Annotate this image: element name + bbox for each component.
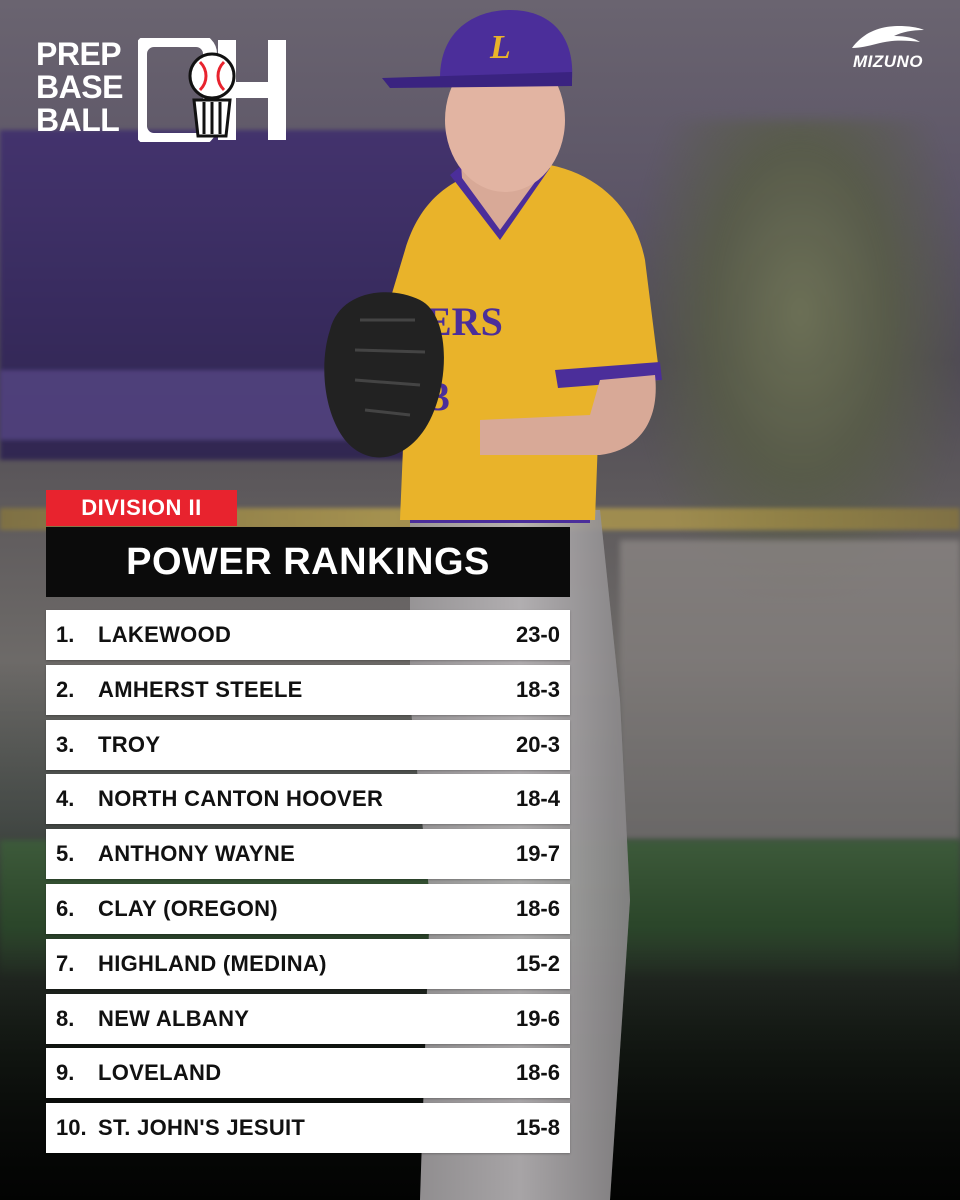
team-record: 23-0 xyxy=(515,622,560,647)
logo-word-ball: BALL xyxy=(36,102,120,138)
ranking-row: 5. ANTHONY WAYNE 19-7 xyxy=(46,829,570,880)
sponsor-logo: MIZUNO xyxy=(836,22,940,72)
ranking-row: 4. NORTH CANTON HOOVER 18-4 xyxy=(46,774,570,825)
rank-number: 4. xyxy=(56,786,75,812)
team-name: LOVELAND xyxy=(98,1060,222,1086)
logo-wordmark: PREP BASE BALL xyxy=(36,38,123,137)
page-title: POWER RANKINGS xyxy=(46,527,570,597)
rank-number: 6. xyxy=(56,895,75,921)
team-record: 15-8 xyxy=(515,1115,560,1141)
team-record: 18-6 xyxy=(515,1060,560,1086)
building-backdrop xyxy=(620,540,960,840)
ranking-row: 8. NEW ALBANY 19-6 xyxy=(46,993,570,1044)
rank-number: 5. xyxy=(56,841,75,867)
ranking-row: 6. CLAY (OREGON) 18-6 xyxy=(46,883,570,934)
rank-number: 1. xyxy=(56,622,75,647)
svg-text:L: L xyxy=(489,29,511,66)
team-record: 15-2 xyxy=(515,950,560,976)
ranking-row: 2. AMHERST STEELE 18-3 xyxy=(46,664,570,715)
baseball-icon xyxy=(188,52,236,138)
team-name: TROY xyxy=(98,731,161,757)
team-record: 18-6 xyxy=(515,895,560,921)
team-name: NEW ALBANY xyxy=(98,1005,250,1031)
ranking-row: 3. TROY 20-3 xyxy=(46,719,570,770)
team-name: LAKEWOOD xyxy=(98,622,232,647)
team-name: ST. JOHN'S JESUIT xyxy=(98,1115,306,1141)
prep-baseball-logo: PREP BASE BALL OH xyxy=(36,38,296,142)
rankings-list: 1. LAKEWOOD 23-0 2. AMHERST STEELE 18-3 … xyxy=(46,610,570,1158)
team-record: 19-7 xyxy=(515,841,560,867)
sponsor-name: MIZUNO xyxy=(852,52,924,71)
ranking-row: 7. HIGHLAND (MEDINA) 15-2 xyxy=(46,938,570,989)
rank-number: 7. xyxy=(56,950,75,976)
runbird-icon xyxy=(852,26,924,48)
logo-word-prep: PREP xyxy=(36,36,122,72)
team-name: HIGHLAND (MEDINA) xyxy=(98,950,327,976)
team-name: AMHERST STEELE xyxy=(98,676,303,702)
rank-number: 8. xyxy=(56,1005,75,1031)
rank-number: 2. xyxy=(56,676,75,702)
rank-number: 9. xyxy=(56,1060,75,1086)
team-record: 19-6 xyxy=(515,1005,560,1031)
team-name: NORTH CANTON HOOVER xyxy=(98,786,384,812)
team-name: CLAY (OREGON) xyxy=(98,895,278,921)
ranking-row: 1. LAKEWOOD 23-0 xyxy=(46,610,570,660)
ranking-row: 10. ST. JOHN'S JESUIT 15-8 xyxy=(46,1103,570,1154)
team-record: 18-4 xyxy=(515,786,560,812)
rank-number: 10. xyxy=(56,1115,87,1141)
logo-word-base: BASE xyxy=(36,69,123,105)
ranking-row: 9. LOVELAND 18-6 xyxy=(46,1048,570,1099)
rank-number: 3. xyxy=(56,731,75,757)
team-name: ANTHONY WAYNE xyxy=(98,841,296,867)
logo-state-mark: OH xyxy=(138,38,288,142)
team-record: 20-3 xyxy=(515,731,560,757)
team-record: 18-3 xyxy=(515,676,560,702)
division-badge: DIVISION II xyxy=(46,490,237,526)
